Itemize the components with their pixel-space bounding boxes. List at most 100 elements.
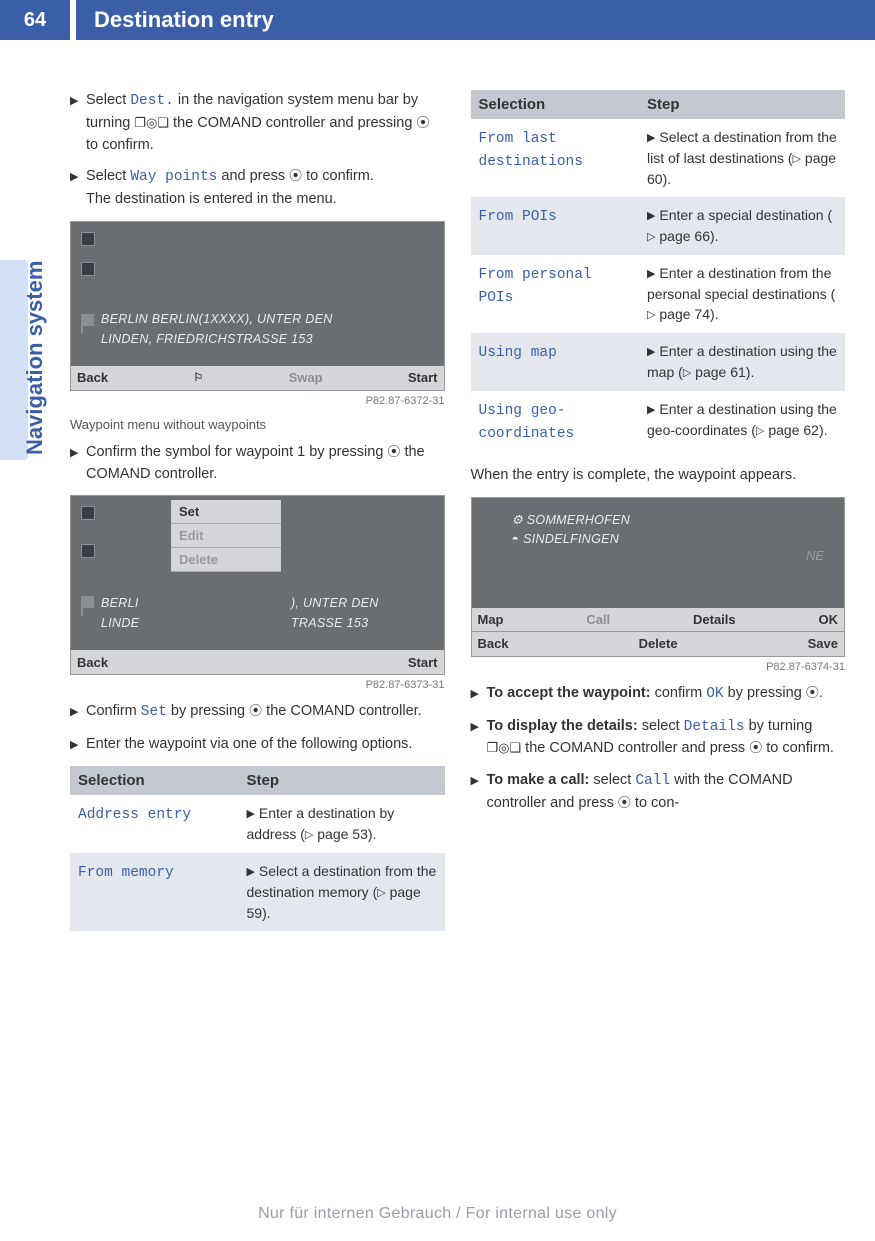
- shot-addr-line: TRASSE 153: [291, 616, 368, 630]
- triangle-icon: ▶: [70, 90, 86, 156]
- page-header: 64 Destination entry: [0, 0, 875, 40]
- menu-edit: Edit: [171, 524, 281, 548]
- dest-flag-icon: [81, 314, 94, 326]
- ui-ok: OK: [706, 686, 723, 702]
- shot-details: Details: [693, 612, 736, 627]
- sel-from-pois: From POIs: [479, 209, 557, 225]
- side-tab-label: Navigation system: [22, 261, 48, 455]
- screenshot-2-block: Set Edit Delete BERLI ), UNTER DEN LINDE…: [70, 495, 445, 691]
- screenshot-waypoint-result: ⚙ SOMMERHOFEN ◓ SINDELFINGEN NE Map Call…: [471, 497, 846, 657]
- set-popup-menu: Set Edit Delete: [171, 500, 281, 572]
- page-title: Destination entry: [76, 0, 875, 40]
- th-step: Step: [239, 766, 445, 795]
- step-body: Enter the waypoint via one of the follow…: [86, 734, 445, 756]
- sel-last-dest: From last destinations: [479, 131, 583, 170]
- shot-ok: OK: [818, 612, 838, 627]
- triangle-icon: ▶: [471, 716, 487, 761]
- shot-id: P82.87-6374-31: [471, 661, 846, 673]
- shot-back: Back: [77, 655, 108, 670]
- th-selection: Selection: [70, 766, 239, 795]
- shot-addr-line: ), UNTER DEN: [291, 596, 379, 610]
- shot-toolbar: Back Start: [71, 650, 444, 674]
- shot-id: P82.87-6372-31: [70, 395, 445, 407]
- shot-addr-line: LINDEN, FRIEDRICHSTRASSE 153: [101, 332, 313, 346]
- step-body: To make a call: select Call with the COM…: [487, 770, 846, 815]
- step-select-dest: ▶ Select Dest. in the navigation system …: [70, 90, 445, 156]
- triangle-icon: ▶: [70, 701, 86, 724]
- footer-internal: Nur für internen Gebrauch / For internal…: [0, 1205, 875, 1223]
- sel-geo-coords: Using geo-coordinates: [479, 403, 575, 442]
- step-body: To display the details: select Details b…: [487, 716, 846, 761]
- sel-using-map: Using map: [479, 345, 557, 361]
- shot-call: Call: [586, 612, 610, 627]
- step-confirm-set: ▶ Confirm Set by pressing ⦿ the COMAND c…: [70, 701, 445, 724]
- screenshot-set-menu: Set Edit Delete BERLI ), UNTER DEN LINDE…: [70, 495, 445, 675]
- dial-icon: ❐◎❏: [487, 738, 522, 758]
- step-body: Select Dest. in the navigation system me…: [86, 90, 445, 156]
- shot-toolbar: Back ⚐ Swap Start: [71, 366, 444, 390]
- shot-save: Save: [808, 636, 838, 651]
- shot-map: Map: [478, 612, 504, 627]
- sel-personal-pois: From personal POIs: [479, 267, 592, 306]
- screenshot-3-block: ⚙ SOMMERHOFEN ◓ SINDELFINGEN NE Map Call…: [471, 497, 846, 673]
- flag-icon: [81, 232, 95, 246]
- screenshot-1-block: BERLIN BERLIN(1XXXX), UNTER DEN LINDEN, …: [70, 221, 445, 407]
- triangle-icon: ▶: [70, 442, 86, 486]
- shot-start: Start: [408, 655, 438, 670]
- waypoint-appears-text: When the entry is complete, the waypoint…: [471, 465, 846, 487]
- step-display-details: ▶ To display the details: select Details…: [471, 716, 846, 761]
- step-body: Confirm the symbol for waypoint 1 by pre…: [86, 442, 445, 486]
- press-icon: ⦿: [618, 793, 631, 813]
- step-confirm-wp1: ▶ Confirm the symbol for waypoint 1 by p…: [70, 442, 445, 486]
- step-select-waypoints: ▶ Select Way points and press ⦿ to confi…: [70, 166, 445, 211]
- ui-call: Call: [635, 773, 670, 789]
- screenshot-waypoint-empty: BERLIN BERLIN(1XXXX), UNTER DEN LINDEN, …: [70, 221, 445, 391]
- ui-waypoints: Way points: [130, 169, 217, 185]
- step-make-call: ▶ To make a call: select Call with the C…: [471, 770, 846, 815]
- ui-details: Details: [684, 719, 745, 735]
- ui-set: Set: [141, 704, 167, 720]
- shot-toolbar-bottom: Back Delete Save: [472, 632, 845, 656]
- dial-icon: ❐◎❏: [134, 113, 169, 133]
- shot-back: Back: [478, 636, 509, 651]
- shot-back: Back: [77, 370, 108, 385]
- flag-icon: [81, 506, 95, 520]
- flag-icon: [81, 544, 95, 558]
- press-icon: ⦿: [289, 166, 302, 186]
- caption-waypoint-menu: Waypoint menu without waypoints: [70, 417, 445, 432]
- step-accept-waypoint: ▶ To accept the waypoint: confirm OK by …: [471, 683, 846, 706]
- shot-delete: Delete: [639, 636, 678, 651]
- shot-addr-line: BERLIN BERLIN(1XXXX), UNTER DEN: [101, 312, 333, 326]
- shot-toolbar-top: Map Call Details OK: [472, 608, 845, 632]
- press-icon: ⦿: [806, 683, 819, 703]
- step-body: Confirm Set by pressing ⦿ the COMAND con…: [86, 701, 445, 724]
- triangle-icon: ▶: [471, 683, 487, 706]
- sel-from-memory: From memory: [78, 865, 174, 881]
- press-icon: ⦿: [416, 113, 429, 133]
- press-icon: ⦿: [249, 701, 262, 721]
- triangle-icon: ▶: [70, 166, 86, 211]
- page-number: 64: [0, 0, 70, 40]
- selection-table-left: Selection Step Address entry ▶ Enter a d…: [70, 766, 445, 931]
- shot-place-line: ⚙ SOMMERHOFEN: [512, 512, 631, 527]
- sel-address-entry: Address entry: [78, 807, 191, 823]
- flag-icon: [81, 262, 95, 276]
- step-body: Select Way points and press ⦿ to confirm…: [86, 166, 445, 211]
- shot-swap: Swap: [289, 370, 323, 385]
- shot-place-line: ◓ SINDELFINGEN: [512, 532, 620, 546]
- step-enter-waypoint: ▶ Enter the waypoint via one of the foll…: [70, 734, 445, 756]
- menu-delete: Delete: [171, 548, 281, 572]
- content-columns: ▶ Select Dest. in the navigation system …: [0, 40, 875, 1160]
- shot-start: Start: [408, 370, 438, 385]
- th-selection: Selection: [471, 90, 640, 119]
- shot-addr-line: LINDE: [101, 616, 139, 630]
- step-body: To accept the waypoint: confirm OK by pr…: [487, 683, 846, 706]
- shot-id: P82.87-6373-31: [70, 679, 445, 691]
- press-icon: ⦿: [749, 738, 762, 758]
- press-icon: ⦿: [387, 442, 400, 462]
- th-step: Step: [639, 90, 845, 119]
- selection-table-right: Selection Step From last destinations ▶ …: [471, 90, 846, 453]
- triangle-icon: ▶: [471, 770, 487, 815]
- shot-addr-line: BERLI: [101, 596, 139, 610]
- triangle-icon: ▶: [70, 734, 86, 756]
